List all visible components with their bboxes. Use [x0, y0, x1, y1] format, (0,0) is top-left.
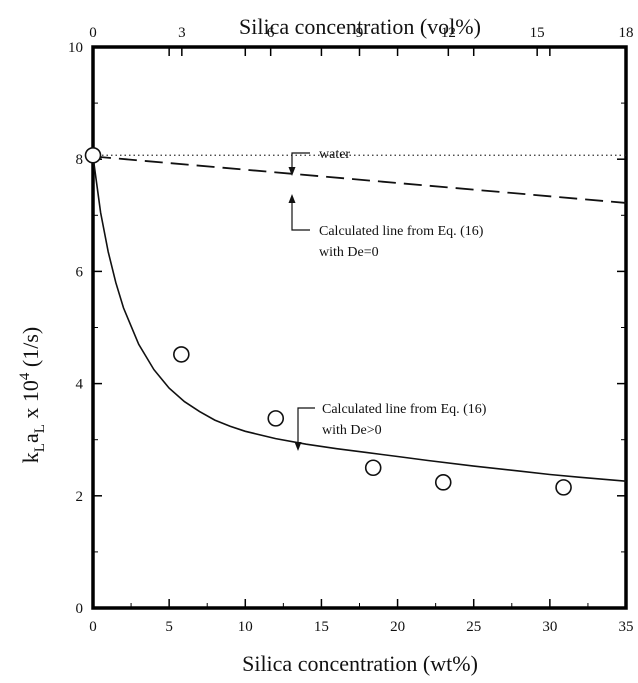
data-point — [364, 459, 382, 477]
data-point — [84, 146, 102, 164]
y-tick-label: 2 — [76, 489, 84, 505]
data-point — [267, 410, 285, 427]
annotation-layer: water Calculated line from Eq. (16) with… — [288, 147, 487, 451]
x2-tick-label: 15 — [530, 25, 545, 41]
axes-layer: 0 5 10 15 20 25 30 35 0 3 6 9 12 15 18 0 2 4 6 8 10 — [68, 25, 634, 635]
water-leader — [291, 152, 310, 172]
x2-tick-label: 6 — [267, 25, 275, 41]
y-tick-label: 10 — [68, 40, 83, 56]
data-point — [434, 474, 452, 491]
x-tick-label: 20 — [390, 619, 405, 635]
x-axis-title: Silica concentration (wt%) — [242, 651, 478, 676]
x-tick-label: 30 — [542, 619, 557, 635]
de0-leader — [291, 198, 310, 231]
annotation-water: water — [319, 147, 350, 162]
x-tick-label: 15 — [314, 619, 329, 635]
x-tick-label: 10 — [238, 619, 253, 635]
y-tick-label: 6 — [76, 264, 84, 280]
x2-axis-title: Silica concentration (vol%) — [239, 14, 481, 39]
x2-tick-label: 3 — [178, 25, 186, 41]
annotation-de0-line2: with De=0 — [319, 245, 379, 260]
x-tick-label: 0 — [89, 619, 97, 635]
plot-frame — [91, 45, 628, 610]
x2-tick-label: 18 — [619, 25, 634, 41]
annotation-de-pos-line1: Calculated line from Eq. (16) — [322, 402, 487, 417]
annotation-de-pos-line2: with De>0 — [322, 423, 382, 438]
x2-tick-label: 12 — [441, 25, 456, 41]
x-tick-label: 25 — [466, 619, 481, 635]
x2-tick-label: 9 — [356, 25, 364, 41]
y-tick-label: 0 — [76, 601, 84, 617]
water-arrowhead — [288, 167, 296, 176]
x2-tick-label: 0 — [89, 25, 97, 41]
y-tick-label: 4 — [76, 377, 84, 393]
de0-calculated-line — [92, 155, 627, 204]
de-pos-leader — [297, 407, 315, 447]
data-point — [555, 479, 572, 496]
y-tick-label: 8 — [76, 152, 84, 168]
de0-arrowhead — [288, 194, 296, 203]
x-tick-label: 5 — [165, 619, 173, 635]
annotation-de0-line1: Calculated line from Eq. (16) — [319, 224, 484, 239]
series-layer — [84, 146, 627, 496]
x-tick-label: 35 — [619, 619, 634, 635]
de-pos-calculated-curve — [92, 156, 627, 482]
data-point — [173, 346, 190, 363]
de-pos-arrowhead — [294, 442, 302, 451]
y-axis-title: kLaL x 104 (1/s) — [17, 327, 48, 463]
